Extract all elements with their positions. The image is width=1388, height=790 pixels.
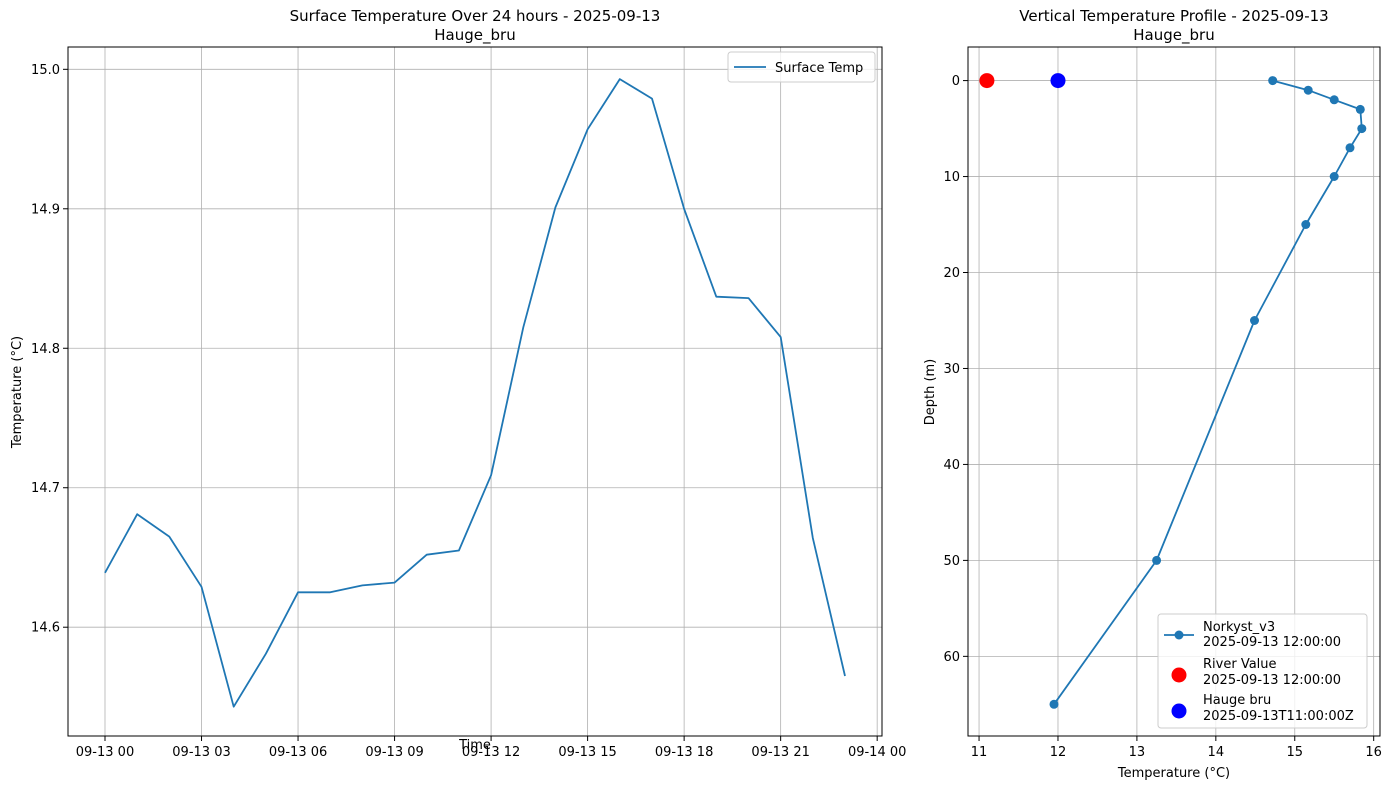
right-y-tick-label: 0: [952, 74, 960, 89]
left-x-tick-label: 09-13 18: [655, 745, 713, 760]
left-y-tick-label: 14.9: [31, 202, 60, 217]
norkyst-point: [1357, 124, 1367, 134]
legend-sublabel-river-value: 2025-09-13 12:00:00: [1203, 673, 1341, 688]
right-x-tick-label: 16: [1365, 745, 1382, 760]
right-x-tick-label: 11: [971, 745, 988, 760]
right-y-tick-label: 20: [943, 266, 960, 281]
legend-marker-river-value: [1171, 667, 1187, 683]
left-x-tick-label: 09-13 21: [751, 745, 809, 760]
legend-sublabel-norkyst: 2025-09-13 12:00:00: [1203, 635, 1341, 650]
legend-label-river-value: River Value: [1203, 657, 1277, 672]
norkyst-point: [1301, 220, 1311, 229]
left-legend: Surface Temp: [727, 51, 876, 83]
right-y-axis: 0 10 20 30 40 50 60: [943, 74, 968, 665]
right-y-tick-label: 50: [943, 554, 960, 569]
norkyst-point: [1049, 699, 1059, 709]
left-y-axis-label: Temperature (°C): [10, 336, 25, 449]
left-x-axis: 09-13 00 09-13 03 09-13 06 09-13 09 09-13 12…: [76, 736, 906, 760]
right-chart-subtitle: Hauge_bru: [1133, 26, 1214, 45]
left-y-axis: 14.6 14.7 14.8 14.9 15.0: [31, 63, 68, 636]
legend-sublabel-hauge-bru: 2025-09-13T11:00:00Z: [1203, 709, 1354, 724]
right-x-axis: 11 12 13 14 15 16: [971, 736, 1382, 760]
norkyst-point: [1303, 85, 1313, 95]
norkyst-point: [1345, 143, 1355, 153]
left-chart-title: Surface Temperature Over 24 hours - 2025…: [290, 7, 661, 25]
right-x-tick-label: 15: [1286, 745, 1303, 760]
left-x-tick-label: 09-13 00: [76, 745, 134, 760]
legend-marker-hauge-bru: [1171, 703, 1187, 719]
left-x-tick-label: 09-13 12: [462, 745, 520, 760]
norkyst-point: [1250, 316, 1259, 325]
left-x-tick-label: 09-13 06: [269, 745, 327, 760]
legend-marker-norkyst: [1174, 630, 1184, 640]
right-x-tick-label: 14: [1208, 745, 1225, 760]
left-x-axis-label: Time: [458, 738, 491, 753]
legend-label-norkyst: Norkyst_v3: [1203, 620, 1275, 635]
legend-label-hauge-bru: Hauge bru: [1203, 693, 1271, 708]
legend-label-surface-temp: Surface Temp: [775, 61, 863, 76]
right-y-tick-label: 40: [943, 458, 960, 473]
right-chart-title: Vertical Temperature Profile - 2025-09-1…: [1019, 7, 1328, 25]
vertical-profile-chart: Vertical Temperature Profile - 2025-09-1…: [923, 7, 1382, 781]
right-y-tick-label: 30: [943, 362, 960, 377]
right-y-tick-label: 60: [943, 650, 960, 665]
left-x-tick-label: 09-13 09: [365, 745, 423, 760]
right-legend: Norkyst_v3 2025-09-13 12:00:00 River Val…: [1157, 613, 1368, 729]
left-y-tick-label: 15.0: [31, 63, 60, 78]
surface-temp-chart: Surface Temperature Over 24 hours - 2025…: [10, 7, 906, 760]
left-y-tick-label: 14.6: [31, 621, 60, 636]
river-value-point: [979, 73, 995, 89]
left-x-tick-label: 09-13 03: [172, 745, 230, 760]
left-x-tick-label: 09-13 15: [558, 745, 616, 760]
norkyst-point: [1329, 172, 1339, 181]
surface-temp-line: [104, 78, 846, 708]
norkyst-point: [1329, 95, 1339, 105]
left-series: [104, 78, 846, 708]
norkyst-point: [1355, 104, 1365, 114]
left-chart-subtitle: Hauge_bru: [434, 26, 515, 45]
left-plot-frame: [67, 46, 883, 737]
left-x-tick-label: 09-14 00: [848, 745, 906, 760]
right-x-tick-label: 13: [1129, 745, 1146, 760]
right-y-tick-label: 10: [943, 170, 960, 185]
right-series: [979, 73, 1367, 709]
right-plot-frame: [967, 46, 1381, 737]
norkyst-point: [1152, 555, 1162, 565]
hauge-bru-point: [1050, 73, 1066, 89]
norkyst-point: [1268, 76, 1278, 86]
left-grid: [68, 47, 882, 736]
right-y-axis-label: Depth (m): [923, 359, 938, 426]
left-y-tick-label: 14.8: [31, 342, 60, 357]
right-x-axis-label: Temperature (°C): [1117, 766, 1230, 781]
right-x-tick-label: 12: [1050, 745, 1067, 760]
left-y-tick-label: 14.7: [31, 481, 60, 496]
